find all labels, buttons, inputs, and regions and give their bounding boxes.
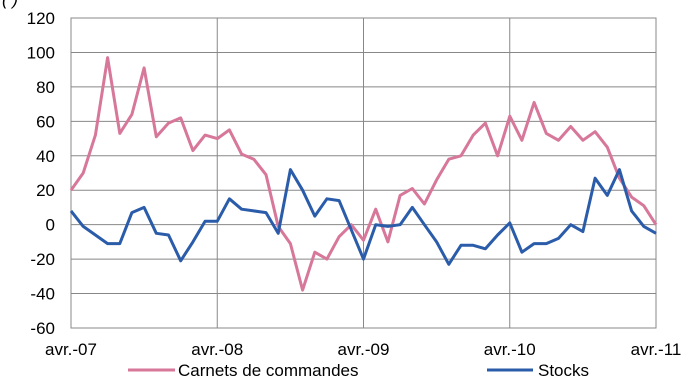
series-line-carnets-de-commandes (69, 56, 658, 292)
y-tick-label: 20 (36, 181, 55, 200)
y-tick-label: 80 (36, 78, 55, 97)
x-tick-label: avr.-09 (338, 340, 390, 359)
y-tick-label: -40 (30, 285, 55, 304)
x-tick-label: avr.-11 (631, 340, 682, 359)
x-tick-label: avr.-07 (45, 340, 97, 359)
x-axis-tick-labels: avr.-07 avr.-08 avr.-09 avr.-10 avr.-11 (45, 340, 681, 359)
legend-label: Carnets de commandes (178, 361, 358, 380)
y-tick-label: 0 (46, 216, 55, 235)
x-tick-label: avr.-10 (484, 340, 536, 359)
x-tick-label: avr.-08 (191, 340, 243, 359)
chart-series (69, 56, 658, 292)
plot-frame (70, 17, 657, 329)
y-tick-label: 100 (27, 43, 55, 62)
legend-label: Stocks (538, 361, 589, 380)
y-tick-label: 120 (27, 9, 55, 28)
y-tick-label: 60 (36, 112, 55, 131)
y-tick-label: -20 (30, 250, 55, 269)
legend: Carnets de commandes Stocks (128, 361, 589, 380)
grid-lines (70, 17, 657, 329)
y-tick-label: -60 (30, 319, 55, 338)
y-axis-tick-labels: -60 -40 -20 0 20 40 60 80 100 120 (27, 9, 55, 338)
series-line-stocks (69, 168, 657, 266)
chart-title-fragment: ( ) (2, 0, 18, 10)
y-tick-label: 40 (36, 147, 55, 166)
